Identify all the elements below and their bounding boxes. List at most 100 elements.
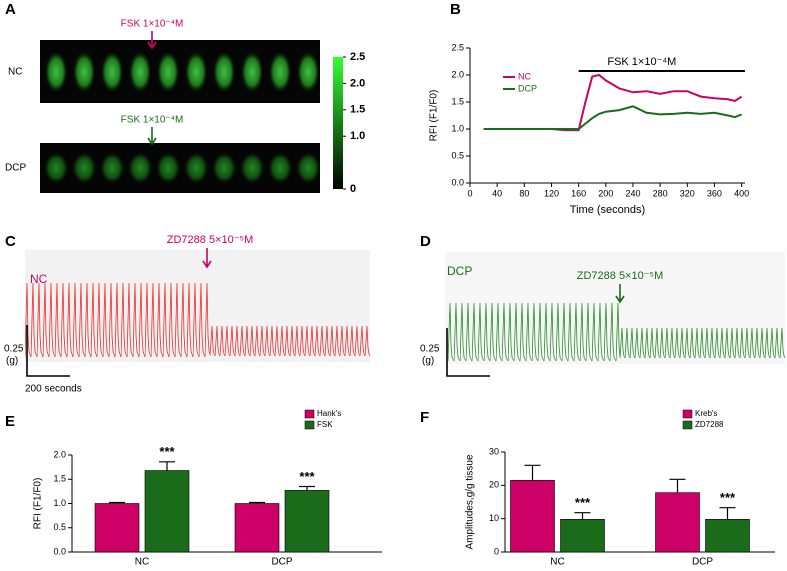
scale-label: 0.25: [4, 344, 24, 355]
annotation: FSK 1×10⁻⁴M: [121, 115, 184, 126]
x-tick-label: 360: [707, 188, 722, 198]
colorbar-tick-label: 1.0: [350, 130, 365, 142]
legend-swatch: [304, 420, 315, 430]
x-tick-label: 320: [680, 188, 695, 198]
legend-label: Hank's: [317, 409, 341, 418]
y-tick-label: 2.5: [451, 42, 464, 52]
x-tick-label: 200: [598, 188, 613, 198]
legend-label: NC: [518, 71, 531, 81]
annotation: ZD7288 5×10⁻⁵M: [577, 270, 664, 282]
trace-label: DCP: [447, 264, 472, 278]
arrow: [147, 127, 157, 146]
scale-label: (g): [6, 356, 18, 367]
colorbar-tick-label: 0: [350, 183, 356, 195]
y-tick-label: 0.5: [451, 150, 464, 160]
y-tick-label: 20: [489, 480, 499, 490]
colorbar-tick-label: 2.5: [350, 51, 365, 63]
annotation: FSK 1×10⁻⁴M: [607, 56, 676, 68]
x-tick-label: 0: [467, 188, 472, 198]
y-tick-label: 30: [489, 446, 499, 456]
panel-label: E: [5, 413, 15, 430]
trace-label: NC: [30, 272, 48, 286]
legend-label: FSK: [317, 420, 333, 429]
panel-label: B: [450, 1, 461, 18]
x-tick-label: DCP: [692, 557, 713, 568]
y-axis-label: RFI (F1/F0): [33, 478, 44, 530]
significance: ***: [159, 444, 175, 459]
x-tick-label: 400: [734, 188, 749, 198]
x-tick-label: 160: [571, 188, 586, 198]
colorbar: [333, 57, 343, 189]
y-tick-label: 1.5: [451, 96, 464, 106]
panel-label: D: [420, 233, 431, 250]
trace: [25, 265, 210, 365]
legend-swatch: [682, 420, 693, 430]
scale-label: 200 seconds: [25, 384, 82, 395]
x-tick-label: 120: [544, 188, 559, 198]
panel-label: C: [5, 233, 16, 250]
bar: [510, 480, 555, 553]
bar: [94, 503, 140, 553]
row-label: NC: [8, 67, 22, 78]
legend-swatch: [682, 409, 693, 419]
legend-swatch: [304, 409, 315, 419]
bar: [655, 492, 700, 553]
significance: ***: [720, 490, 736, 505]
scale-bar: [26, 325, 70, 377]
scale-bar: [446, 328, 490, 377]
panel-label: A: [5, 1, 16, 18]
x-tick-label: 80: [519, 188, 529, 198]
y-tick-label: 2.0: [451, 69, 464, 79]
y-tick-label: 2.0: [53, 449, 66, 459]
error-bar: [159, 461, 175, 471]
y-axis-label: Amplitudes,g/g tissue: [465, 454, 476, 549]
bar: [705, 519, 750, 553]
error-bar: [109, 501, 125, 504]
y-tick-label: 1.0: [451, 123, 464, 133]
y-tick-label: 0.0: [53, 546, 66, 556]
arrow: [202, 248, 212, 269]
micrograph-strip: [40, 143, 320, 193]
arrow: [147, 31, 157, 50]
line: [483, 105, 742, 130]
significance: ***: [299, 469, 315, 484]
scale-label: 0.25: [420, 344, 440, 355]
bar: [144, 470, 190, 553]
trace: [448, 295, 620, 365]
annotation: FSK 1×10⁻⁴M: [121, 19, 184, 30]
panel-label: F: [420, 409, 429, 426]
error-bar: [524, 464, 541, 481]
micrograph-strip: [40, 40, 320, 103]
y-tick-label: 0: [494, 546, 499, 556]
colorbar-tick-label: 2.0: [350, 77, 365, 89]
x-tick-label: 280: [653, 188, 668, 198]
error-bar: [249, 501, 265, 504]
legend-label: Kreb's: [695, 409, 717, 418]
y-axis-label: RFI (F1/F0): [429, 90, 440, 142]
y-tick-label: 1.5: [53, 474, 66, 484]
significance: ***: [575, 495, 591, 510]
colorbar-tick-label: 1.5: [350, 104, 365, 116]
legend-label: DCP: [518, 83, 537, 93]
bar: [234, 503, 280, 553]
bar: [284, 490, 330, 553]
bar: [560, 519, 605, 553]
arrow: [615, 284, 625, 304]
error-bar: [719, 507, 736, 520]
error-bar: [299, 485, 315, 491]
x-axis-label: Time (seconds): [570, 204, 645, 216]
error-bar: [574, 512, 591, 520]
trace: [210, 320, 370, 360]
row-label: DCP: [5, 163, 26, 174]
x-tick-label: 240: [625, 188, 640, 198]
legend-label: ZD7288: [695, 420, 724, 429]
error-bar: [669, 478, 686, 493]
y-tick-label: 1.0: [53, 498, 66, 508]
y-tick-label: 0.0: [451, 177, 464, 187]
x-tick-label: NC: [550, 557, 564, 568]
x-tick-label: NC: [135, 557, 149, 568]
x-tick-label: 40: [492, 188, 502, 198]
scale-label: (g): [422, 356, 434, 367]
trace: [620, 322, 785, 362]
